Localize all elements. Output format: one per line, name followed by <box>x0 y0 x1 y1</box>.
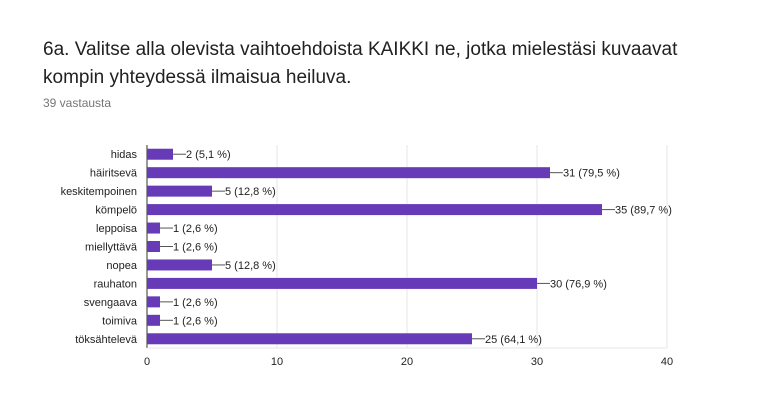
data-label: 1 (2,6 %) <box>173 223 218 235</box>
bars <box>147 148 602 345</box>
data-label: 35 (89,7 %) <box>615 205 672 217</box>
data-label: 1 (2,6 %) <box>173 297 218 309</box>
data-label: 1 (2,6 %) <box>173 242 218 254</box>
x-tick-label: 0 <box>144 356 150 368</box>
data-labels: 2 (5,1 %) 31 (79,5 %) 5 (12,8 %) 35 (89,7 %… <box>160 149 672 346</box>
category-label: miellyttävä <box>85 242 138 254</box>
data-label: 31 (79,5 %) <box>563 168 620 180</box>
data-label: 1 (2,6 %) <box>173 315 218 327</box>
category-label: töksähtelevä <box>75 334 138 346</box>
category-label: rauhaton <box>94 278 137 290</box>
category-label: kömpelö <box>95 205 137 217</box>
category-label: svengaava <box>84 297 138 309</box>
data-label: 2 (5,1 %) <box>186 149 231 161</box>
bar <box>147 277 537 289</box>
bar <box>147 314 160 326</box>
question-title: 6a. Valitse alla olevista vaihtoehdoista… <box>43 39 678 88</box>
bar <box>147 333 472 345</box>
bar <box>147 185 212 197</box>
bar <box>147 241 160 252</box>
bar <box>147 259 212 271</box>
x-tick-label: 40 <box>661 356 673 368</box>
category-labels: hidas häiritsevä keskitempoinen kömpelö lepp… <box>61 149 138 346</box>
category-label: häiritsevä <box>90 168 138 180</box>
data-label: 5 (12,8 %) <box>225 186 276 198</box>
category-label: leppoisa <box>96 223 138 235</box>
data-label: 5 (12,8 %) <box>225 260 276 272</box>
bar <box>147 222 160 234</box>
category-label: keskitempoinen <box>61 186 137 198</box>
x-tick-labels: 0 10 20 30 40 <box>144 356 673 368</box>
bar <box>147 148 173 160</box>
data-label: 25 (64,1 %) <box>485 334 542 346</box>
category-label: toimiva <box>102 315 138 327</box>
category-label: nopea <box>106 260 137 272</box>
x-tick-label: 10 <box>271 356 283 368</box>
x-tick-label: 30 <box>531 356 543 368</box>
response-count: 39 vastausta <box>43 96 112 110</box>
bar <box>147 296 160 308</box>
bar <box>147 167 550 179</box>
data-label: 30 (76,9 %) <box>550 278 607 290</box>
bar <box>147 204 602 216</box>
x-tick-label: 20 <box>401 356 413 368</box>
category-label: hidas <box>111 149 138 161</box>
